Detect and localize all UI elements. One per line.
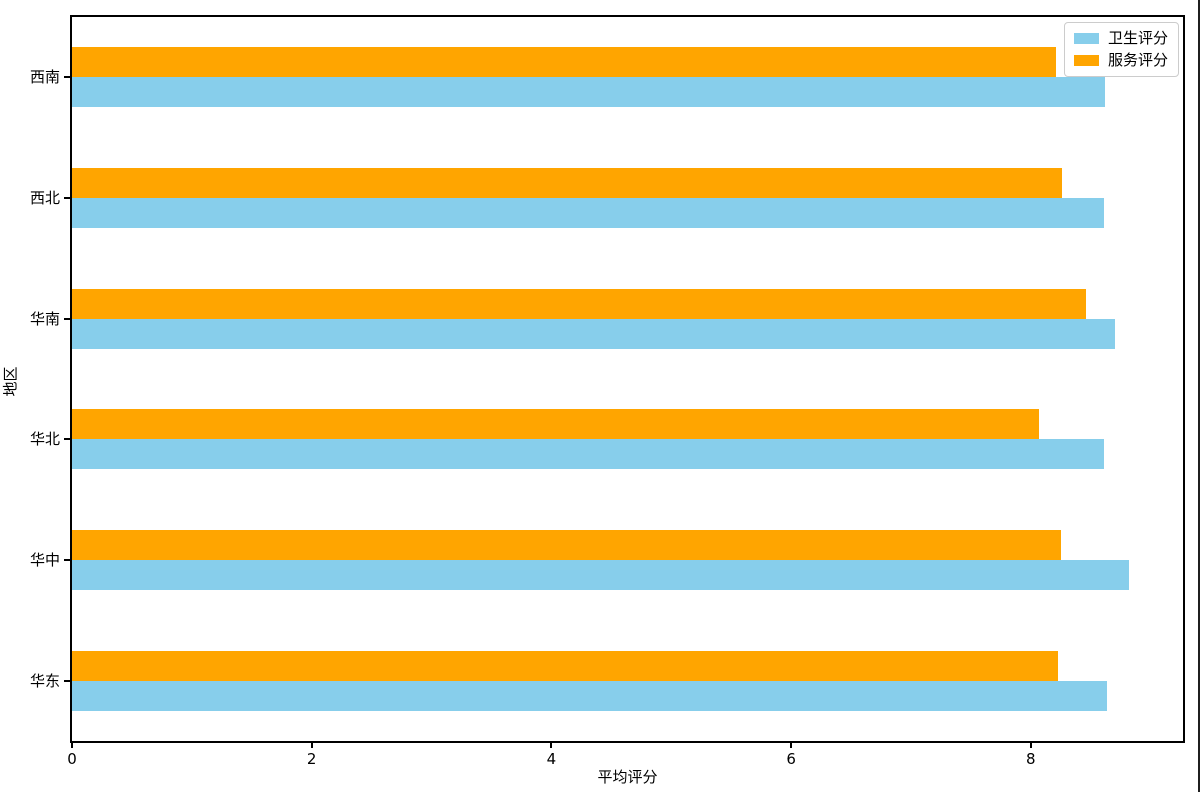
ytick-label-华北: 华北 [29,430,60,449]
x-axis-label: 平均评分 [597,768,658,786]
ytick-mark [64,679,70,682]
xtick-mark [790,743,793,748]
bar-服务评分-西北 [72,167,1062,198]
bar-服务评分-华东 [72,650,1059,681]
ytick-label-华中: 华中 [29,551,60,569]
ytick-mark [64,559,70,561]
xtick-label-0: 0 [67,750,77,768]
plot-area: 卫生评分 服务评分 [70,15,1185,743]
xtick-mark [1029,743,1032,748]
legend-label-hygiene: 卫生评分 [1107,29,1168,47]
xtick-mark [71,743,73,748]
xtick-mark [550,743,553,748]
bar-group-西南 [72,17,1183,138]
ytick-label-西南: 西南 [29,68,60,87]
bar-卫生评分-西南 [72,77,1106,108]
window-right-edge [1198,0,1200,792]
bar-卫生评分-华中 [72,559,1130,590]
ytick-mark [64,317,70,320]
bar-卫生评分-西北 [72,197,1104,228]
ytick-label-华南: 华南 [29,309,60,328]
legend-label-service: 服务评分 [1107,51,1168,69]
xtick-label-8: 8 [1026,750,1036,768]
bar-group-华东 [72,620,1183,741]
bar-服务评分-华北 [72,409,1040,440]
xtick-label-6: 6 [786,750,796,768]
xtick-mark [310,743,313,748]
hygiene-swatch-icon [1073,33,1099,44]
legend-entry-hygiene: 卫生评分 [1073,29,1168,47]
bars-container [72,17,1183,741]
bar-group-西北 [72,138,1183,259]
bar-服务评分-华中 [72,529,1061,560]
bar-服务评分-西南 [72,47,1056,78]
ytick-label-西北: 西北 [29,189,60,207]
xtick-label-4: 4 [546,750,557,768]
bar-group-华南 [72,258,1183,379]
y-axis-label: 地区 [1,366,20,397]
legend-entry-service: 服务评分 [1073,51,1168,69]
service-swatch-icon [1073,55,1099,66]
bar-服务评分-华南 [72,288,1086,319]
bar-卫生评分-华南 [72,318,1115,349]
bar-卫生评分-华北 [72,439,1104,470]
bar-group-华北 [72,379,1183,500]
ytick-mark [64,76,70,79]
legend: 卫生评分 服务评分 [1063,22,1179,77]
ytick-mark [64,438,70,441]
xtick-label-2: 2 [306,750,317,768]
ytick-label-华东: 华东 [29,671,60,690]
bar-卫生评分-华东 [72,680,1108,711]
bar-group-华中 [72,500,1183,621]
ytick-mark [64,197,70,199]
